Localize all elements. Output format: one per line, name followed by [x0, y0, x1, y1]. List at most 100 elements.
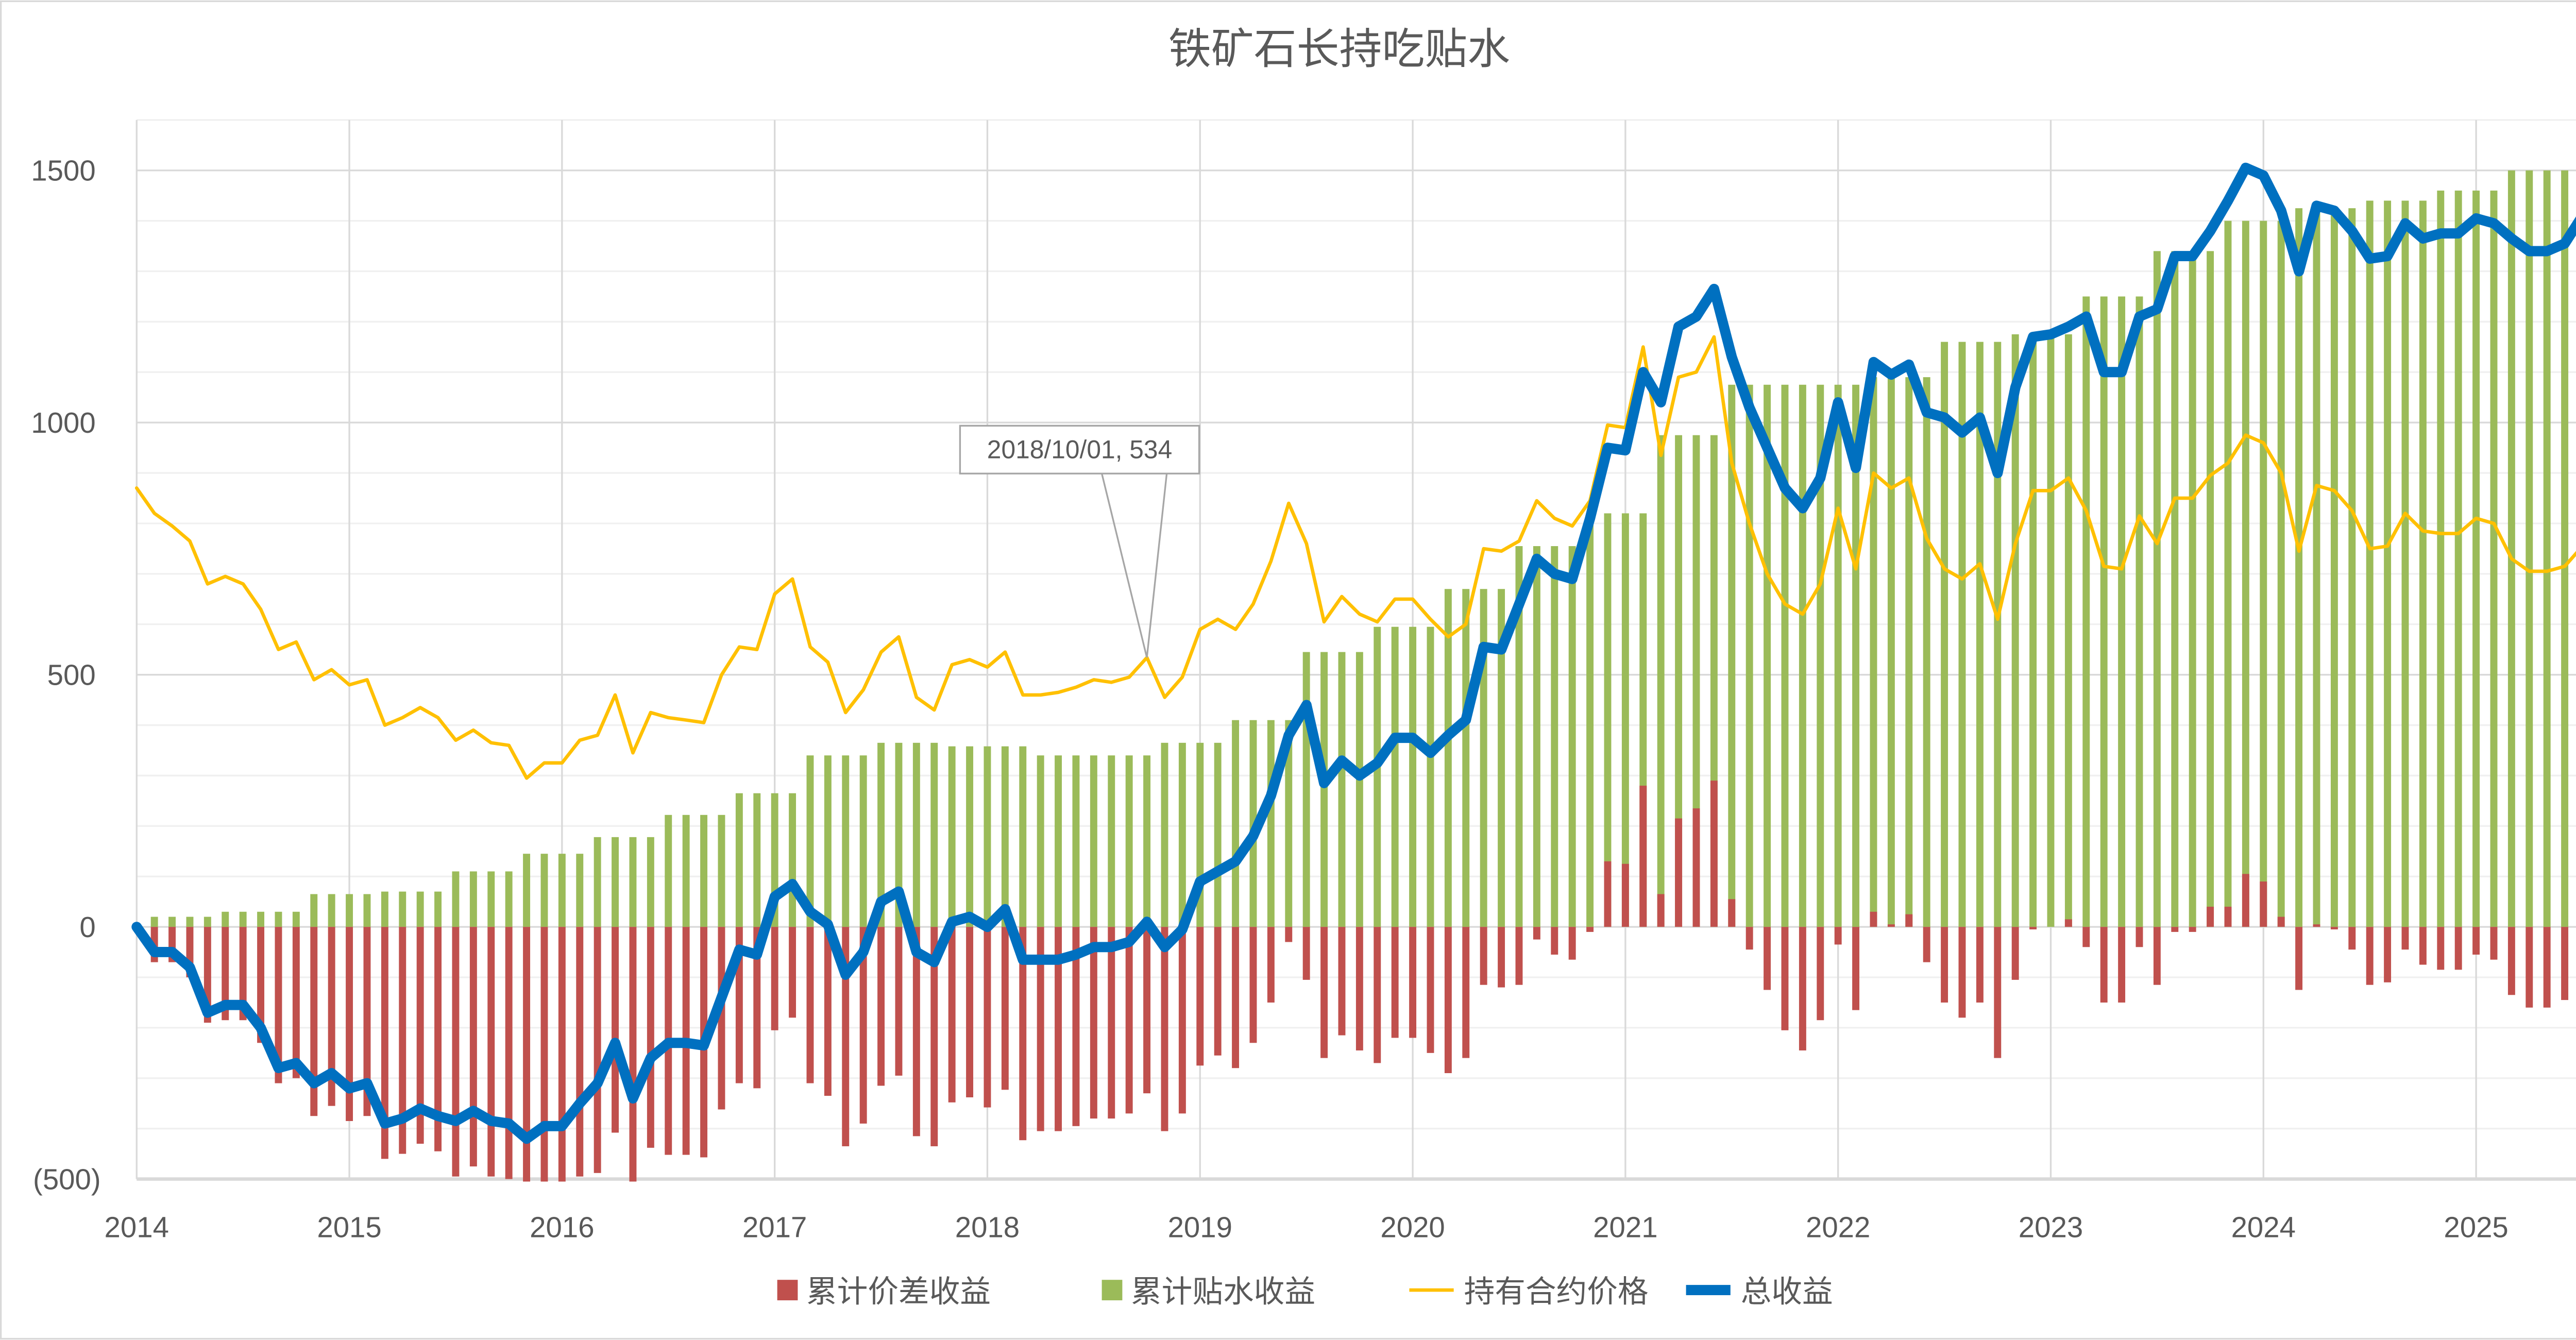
spread-bar — [930, 927, 938, 1146]
spread-bar — [2348, 927, 2356, 950]
carry-bar — [346, 894, 353, 927]
spread-bar — [1178, 927, 1186, 1114]
carry-bar — [2472, 190, 2480, 927]
spread-bar — [416, 927, 424, 1144]
spread-bar — [1976, 927, 1984, 1003]
spread-bar — [363, 927, 371, 1116]
spread-bar — [2419, 927, 2427, 965]
spread-bar — [1764, 927, 1771, 990]
spread-bar — [1498, 927, 1505, 988]
spread-bar — [1586, 927, 1594, 932]
carry-bar — [824, 755, 832, 927]
spread-bar — [1427, 927, 1434, 1053]
carry-bar — [2189, 251, 2196, 927]
spread-bar — [806, 927, 814, 1083]
spread-bar — [842, 927, 850, 1146]
carry-bar — [1551, 546, 1558, 927]
carry-bar — [912, 742, 920, 927]
carry-bar — [1941, 342, 1948, 927]
spread-bar — [789, 927, 796, 1018]
x-tick-label: 2023 — [2019, 1211, 2083, 1243]
spread-bar — [239, 927, 247, 1021]
carry-bar — [1143, 755, 1151, 927]
carry-bar — [718, 815, 725, 927]
carry-bar — [1302, 652, 1310, 927]
carry-bar — [292, 911, 300, 927]
y-tick-label: 1500 — [31, 155, 95, 187]
carry-bar — [1675, 435, 1683, 927]
spread-bar — [984, 927, 991, 1108]
carry-bar — [1781, 384, 1789, 927]
carry-bar — [1604, 513, 1612, 927]
carry-bar — [877, 742, 885, 927]
spread-bar — [824, 927, 832, 1096]
callout-text: 2018/10/01, 534 — [987, 435, 1172, 464]
carry-bar — [930, 742, 938, 927]
spread-bar — [1338, 927, 1346, 1036]
spread-bar — [505, 927, 513, 1179]
x-tick-label: 2024 — [2231, 1211, 2296, 1243]
carry-bar — [1817, 384, 1824, 927]
carry-bar — [416, 891, 424, 927]
spread-bar — [1923, 927, 1930, 962]
spread-bar — [1551, 927, 1558, 955]
spread-bar — [771, 927, 778, 1030]
x-tick-label: 2014 — [105, 1211, 169, 1243]
carry-bar — [2171, 251, 2179, 927]
spread-bar — [275, 927, 282, 1083]
carry-bar — [2490, 190, 2498, 927]
spread-bar — [2136, 927, 2143, 947]
y-tick-label: 1000 — [31, 406, 95, 439]
spread-bar — [1072, 927, 1080, 1126]
carry-bar — [2526, 170, 2533, 927]
spread-bar — [2118, 927, 2126, 1003]
spread-bar — [647, 927, 654, 1148]
carry-bar — [2242, 220, 2249, 927]
price-line — [134, 335, 2576, 780]
carry-bar — [859, 755, 867, 927]
legend: 累计价差收益 累计贴水收益 持有合约价格 总收益 — [777, 1274, 1833, 1310]
carry-bar — [168, 917, 176, 927]
spread-bar — [1799, 927, 1806, 1050]
carry-bar — [1976, 342, 1984, 927]
spread-bar — [2242, 874, 2249, 927]
carry-bar — [789, 793, 796, 927]
carry-bar — [2064, 334, 2072, 927]
spread-bar — [1302, 927, 1310, 980]
spread-bar — [1621, 863, 1629, 927]
carry-bar — [239, 911, 247, 927]
spread-bar — [2153, 927, 2161, 985]
carry-bar — [381, 891, 388, 927]
carry-bar — [2561, 170, 2569, 927]
spread-bar — [1391, 927, 1399, 1038]
carry-bar — [2118, 296, 2126, 927]
carry-bar — [1072, 755, 1080, 927]
carry-bar — [487, 871, 495, 927]
carry-bar — [895, 742, 903, 927]
spread-bar — [1125, 927, 1133, 1114]
carry-bar — [1374, 626, 1381, 927]
y-tick-label: (500) — [33, 1163, 101, 1195]
x-tick-label: 2025 — [2444, 1211, 2508, 1243]
spread-bar — [2313, 924, 2320, 927]
carry-bar — [1125, 755, 1133, 927]
spread-bar — [558, 927, 566, 1182]
carry-bar — [2224, 220, 2232, 927]
carry-bar — [2401, 200, 2409, 927]
x-axis-labels: 2014 2015 2016 2017 2018 2019 2020 2021 2022 2023… — [105, 1211, 2509, 1243]
carry-bar — [1515, 546, 1523, 927]
carry-bar — [452, 871, 460, 927]
spread-bar — [1019, 927, 1027, 1141]
spread-bar — [2366, 927, 2374, 985]
spread-bar — [1834, 927, 1842, 945]
carry-bar — [2384, 200, 2392, 927]
carry-bar — [2260, 220, 2267, 927]
spread-bar — [1161, 927, 1168, 1131]
spread-bar — [1887, 924, 1895, 927]
carry-bar — [523, 854, 531, 927]
x-tick-label: 2021 — [1593, 1211, 1657, 1243]
carry-bar — [700, 815, 708, 927]
carry-bar — [399, 891, 406, 927]
carry-bar — [612, 837, 619, 927]
spread-bar — [1657, 894, 1665, 927]
